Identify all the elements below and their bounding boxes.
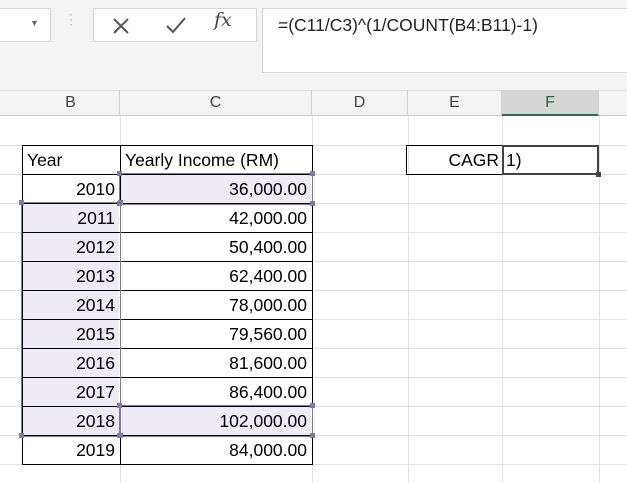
range-highlight-c11 — [121, 407, 311, 435]
fill-handle[interactable] — [596, 172, 601, 177]
gridline — [0, 145, 627, 146]
cell-income[interactable]: 102,000.00 — [219, 411, 307, 431]
cell-income[interactable]: 79,560.00 — [229, 324, 307, 344]
cagr-border — [406, 174, 502, 175]
table-border — [22, 203, 312, 204]
range-handle[interactable] — [310, 171, 315, 176]
column-header-c[interactable]: C — [120, 90, 312, 116]
cell-year[interactable]: 2018 — [76, 411, 115, 431]
column-header-e[interactable]: E — [408, 90, 502, 116]
cagr-border — [406, 145, 407, 175]
table-border — [22, 232, 312, 233]
range-highlight-c3 — [121, 175, 311, 203]
cell-income[interactable]: 50,400.00 — [229, 237, 307, 257]
range-outline-b4-b11 — [21, 202, 121, 437]
table-border — [312, 145, 313, 465]
formula-bar-grip-icon[interactable]: ⋮ — [64, 12, 78, 26]
cell-income[interactable]: 86,400.00 — [229, 382, 307, 402]
table-border — [22, 145, 312, 146]
table-border — [22, 290, 312, 291]
cell-income-header[interactable]: Yearly Income (RM) — [125, 150, 279, 170]
cell-year[interactable]: 2017 — [76, 382, 115, 402]
range-handle[interactable] — [310, 433, 315, 438]
table-border — [22, 174, 312, 175]
gridline — [0, 319, 627, 320]
enter-check-icon[interactable] — [162, 10, 190, 40]
name-box-dropdown-icon[interactable]: ▼ — [30, 18, 39, 28]
formula-input[interactable] — [262, 8, 627, 73]
cell-cagr-active[interactable]: 1) — [502, 145, 599, 175]
cell-year[interactable]: 2013 — [76, 266, 115, 286]
gridline — [0, 290, 627, 291]
table-border — [22, 261, 312, 262]
cell-income[interactable]: 81,600.00 — [229, 353, 307, 373]
formula-text[interactable]: =(C11/C3)^(1/COUNT(B4:B11)-1) — [278, 15, 538, 35]
cell-income[interactable]: 78,000.00 — [229, 295, 307, 315]
gridline — [599, 116, 600, 483]
cell-income[interactable]: 84,000.00 — [229, 440, 307, 460]
column-header-b[interactable]: B — [22, 90, 120, 116]
cell-income[interactable]: 42,000.00 — [229, 208, 307, 228]
gridline — [408, 116, 409, 483]
range-outline-c3 — [119, 173, 313, 205]
cell-year[interactable]: 2019 — [76, 440, 115, 460]
cell-income[interactable]: 36,000.00 — [229, 179, 307, 199]
gridline — [0, 232, 627, 233]
cell-year[interactable]: 2010 — [76, 179, 115, 199]
range-outline-c11 — [119, 405, 313, 437]
table-border — [22, 435, 312, 436]
range-handle[interactable] — [310, 201, 315, 206]
insert-function-icon[interactable]: fx — [214, 9, 232, 31]
range-handle[interactable] — [117, 201, 122, 206]
gridline — [0, 464, 627, 465]
cell-year[interactable]: 2015 — [76, 324, 115, 344]
gridline — [0, 377, 627, 378]
gridline — [0, 261, 627, 262]
cell-year[interactable]: 2014 — [76, 295, 115, 315]
column-header-f[interactable]: F — [502, 90, 599, 116]
table-border — [22, 319, 312, 320]
table-border — [22, 377, 312, 378]
gridline — [0, 348, 627, 349]
range-handle[interactable] — [19, 433, 24, 438]
name-box[interactable] — [0, 8, 51, 42]
table-border — [22, 406, 312, 407]
range-handle[interactable] — [117, 171, 122, 176]
range-handle[interactable] — [310, 403, 315, 408]
table-border — [22, 464, 312, 465]
range-handle[interactable] — [117, 433, 122, 438]
cancel-icon[interactable] — [108, 10, 134, 40]
table-border — [22, 348, 312, 349]
range-handle[interactable] — [19, 200, 24, 205]
cell-year-header[interactable]: Year — [27, 150, 63, 170]
cell-year[interactable]: 2011 — [77, 208, 115, 228]
cell-income[interactable]: 62,400.00 — [229, 266, 307, 286]
cagr-border — [406, 145, 502, 146]
range-handle[interactable] — [117, 403, 122, 408]
cell-year[interactable]: 2012 — [76, 237, 115, 257]
gridline — [502, 116, 503, 483]
column-header-d[interactable]: D — [312, 90, 408, 116]
table-border — [22, 145, 23, 465]
cell-cagr-label[interactable]: CAGR — [448, 150, 499, 170]
cell-year[interactable]: 2016 — [76, 353, 115, 373]
